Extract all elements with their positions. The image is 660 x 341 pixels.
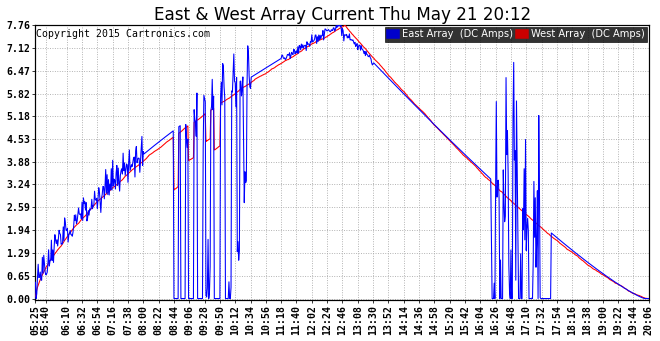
Text: Copyright 2015 Cartronics.com: Copyright 2015 Cartronics.com — [36, 29, 210, 39]
Legend: East Array  (DC Amps), West Array  (DC Amps): East Array (DC Amps), West Array (DC Amp… — [385, 27, 647, 42]
Title: East & West Array Current Thu May 21 20:12: East & West Array Current Thu May 21 20:… — [154, 6, 531, 24]
